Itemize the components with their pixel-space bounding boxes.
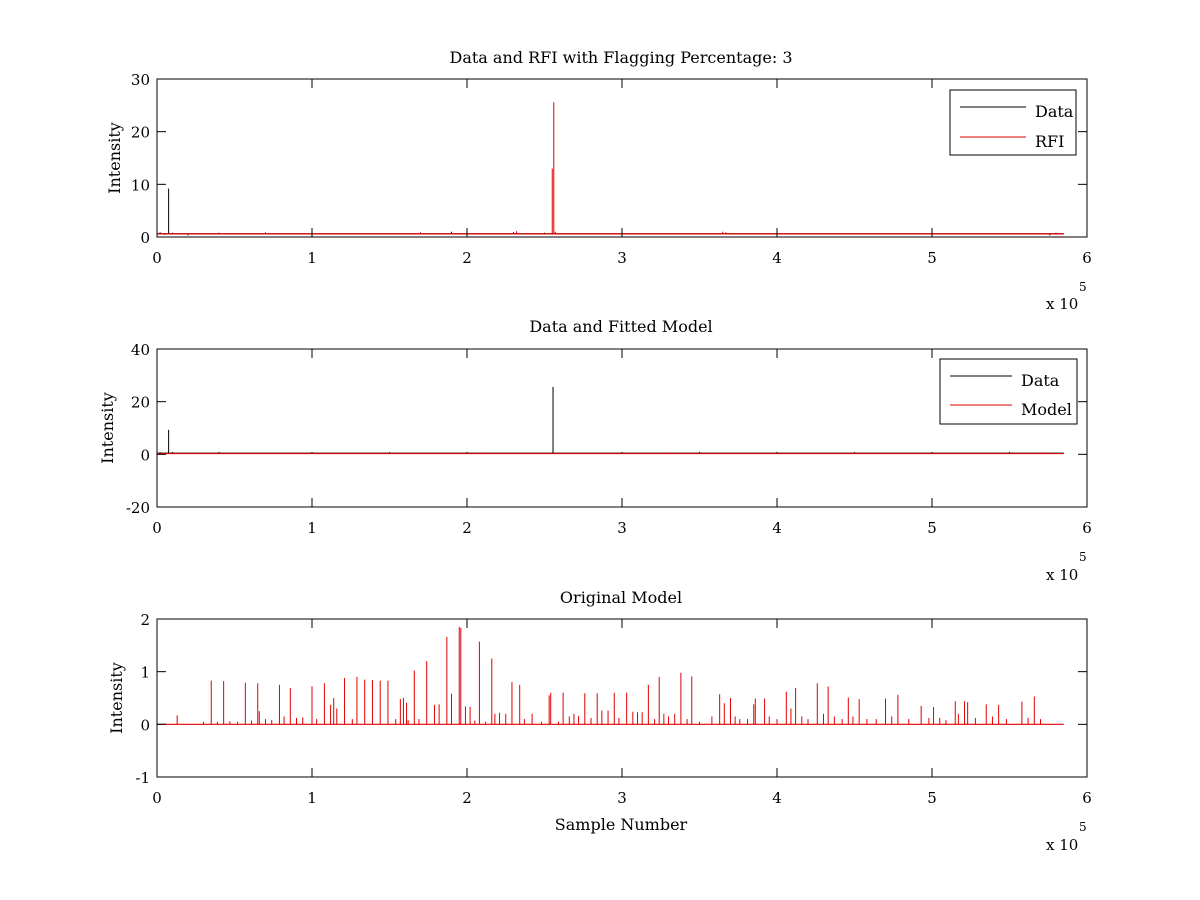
panel-2-xtick-label: 3 (617, 519, 627, 537)
panel-2-xtick-label: 2 (462, 519, 472, 537)
panel-data-model: Data and Fitted Model Intensity 0 1 2 3 4 5 6 -… (98, 317, 1092, 584)
panel-3-xtick-label: 4 (772, 789, 782, 807)
panel-3-xtick-label: 3 (617, 789, 627, 807)
panel-2-ytick-label: 0 (140, 446, 150, 464)
panel-1-ylabel: Intensity (105, 122, 124, 194)
panel-1-plot (157, 102, 1064, 236)
panel-3-ylabel: Intensity (107, 662, 126, 734)
panel-1-x-multiplier-exponent: 5 (1079, 280, 1087, 294)
panel-2-xtick-label: 0 (152, 519, 162, 537)
panel-2-ytick-label: 40 (131, 341, 150, 359)
panel-1-legend-label-rfi: RFI (1035, 132, 1064, 151)
panel-2-plot (157, 386, 1064, 455)
panel-1-ytick-label: 30 (131, 71, 150, 89)
panel-3-title: Original Model (560, 588, 682, 607)
panel-1-xtick-label: 3 (617, 249, 627, 267)
panel-1-xtick-label: 5 (927, 249, 937, 267)
panel-3-xtick-label: 5 (927, 789, 937, 807)
panel-2-ylabel: Intensity (98, 392, 117, 464)
panel-2-ytick-label: 20 (131, 394, 150, 412)
panel-3-ytick-label: -1 (135, 769, 150, 787)
panel-1-xtick-label: 2 (462, 249, 472, 267)
panel-2-title: Data and Fitted Model (529, 317, 712, 336)
panel-3-xtick-label: 1 (307, 789, 317, 807)
panel-2-xtick-label: 6 (1082, 519, 1092, 537)
panel-1-legend-box (949, 89, 1077, 156)
panel-3-ytick-label: 0 (140, 716, 150, 734)
panel-1-xtick-label: 1 (307, 249, 317, 267)
panel-2-x-multiplier-exponent: 5 (1079, 550, 1087, 564)
panel-2-legend-label-model: Model (1021, 400, 1072, 419)
panel-1-title: Data and RFI with Flagging Percentage: 3 (449, 48, 792, 67)
panel-1-ytick-label: 0 (140, 229, 150, 247)
panel-1-xtick-label: 4 (772, 249, 782, 267)
panel-3-ytick-label: 2 (140, 611, 150, 629)
panel-1-legend-label-data: Data (1035, 102, 1074, 121)
panel-3-x-multiplier: x 10 (1046, 836, 1078, 854)
panel-1-ytick-label: 10 (131, 176, 150, 194)
panel-2-ytick-label: -20 (126, 499, 150, 517)
panel-1-x-multiplier: x 10 (1046, 295, 1078, 313)
panel-2-xtick-label: 1 (307, 519, 317, 537)
panel-data-rfi: Data and RFI with Flagging Percentage: 3… (105, 48, 1092, 313)
panel-3-xlabel: Sample Number (555, 815, 688, 834)
panel-1-xtick-label: 0 (152, 249, 162, 267)
panel-3-xtick-label: 2 (462, 789, 472, 807)
panel-2-x-multiplier: x 10 (1046, 566, 1078, 584)
panel-1-xtick-label: 6 (1082, 249, 1092, 267)
panel-3-xtick-label: 6 (1082, 789, 1092, 807)
panel-2-legend: Data Model (939, 358, 1078, 425)
panel-2-xtick-label: 4 (772, 519, 782, 537)
panel-1-ticks: 0 1 2 3 4 5 6 0 10 20 30 (131, 71, 1092, 267)
panel-3-plot (157, 626, 1064, 725)
panel-2-xtick-label: 5 (927, 519, 937, 537)
panel-2-legend-label-data: Data (1021, 371, 1060, 390)
panel-3-x-multiplier-exponent: 5 (1079, 820, 1087, 834)
panel-1-legend: Data RFI (949, 89, 1077, 156)
panel-1-ytick-label: 20 (131, 124, 150, 142)
panel-3-ytick-label: 1 (140, 664, 150, 682)
panel-3-xtick-label: 0 (152, 789, 162, 807)
panel-2-legend-box (939, 358, 1078, 425)
